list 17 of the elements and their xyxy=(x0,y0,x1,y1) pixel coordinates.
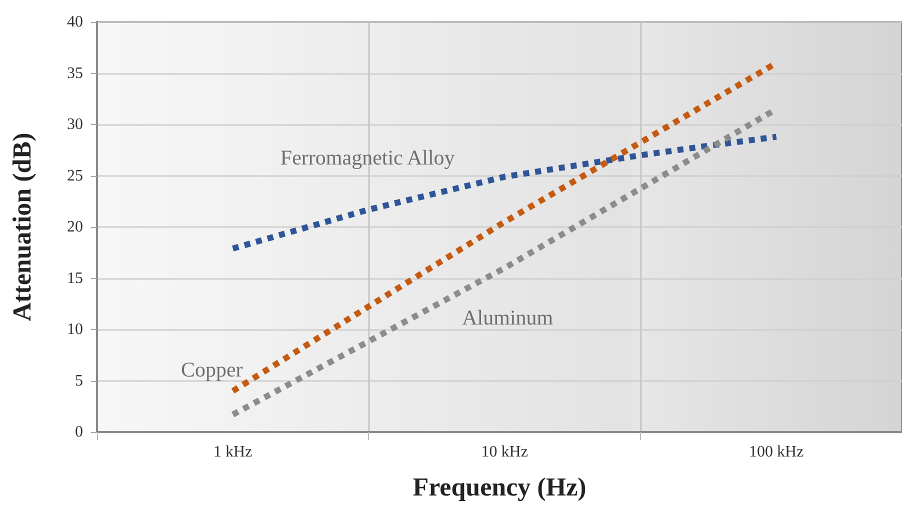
y-tick-label: 15 xyxy=(67,270,83,287)
x-tick-label: 1 kHz xyxy=(214,444,252,460)
series-label: Aluminum xyxy=(462,306,554,330)
y-tick-label: 40 xyxy=(67,14,83,30)
y-tick-label: 25 xyxy=(67,167,83,184)
y-tick-label: 5 xyxy=(75,372,83,390)
x-tick-label: 10 kHz xyxy=(481,444,528,460)
series-label: Ferromagnetic Alloy xyxy=(280,145,456,170)
y-tick-label: 20 xyxy=(67,218,83,236)
y-tick-label: 30 xyxy=(67,116,83,133)
y-tick-label: 0 xyxy=(75,424,83,440)
y-axis-title: Attenuation (dB) xyxy=(8,132,36,322)
x-tick-label: 100 kHz xyxy=(749,444,804,460)
x-axis-title: Frequency (Hz) xyxy=(412,472,586,502)
series-label: Copper xyxy=(180,358,243,382)
y-tick-label: 10 xyxy=(67,321,83,338)
y-tick-label: 35 xyxy=(67,64,83,82)
